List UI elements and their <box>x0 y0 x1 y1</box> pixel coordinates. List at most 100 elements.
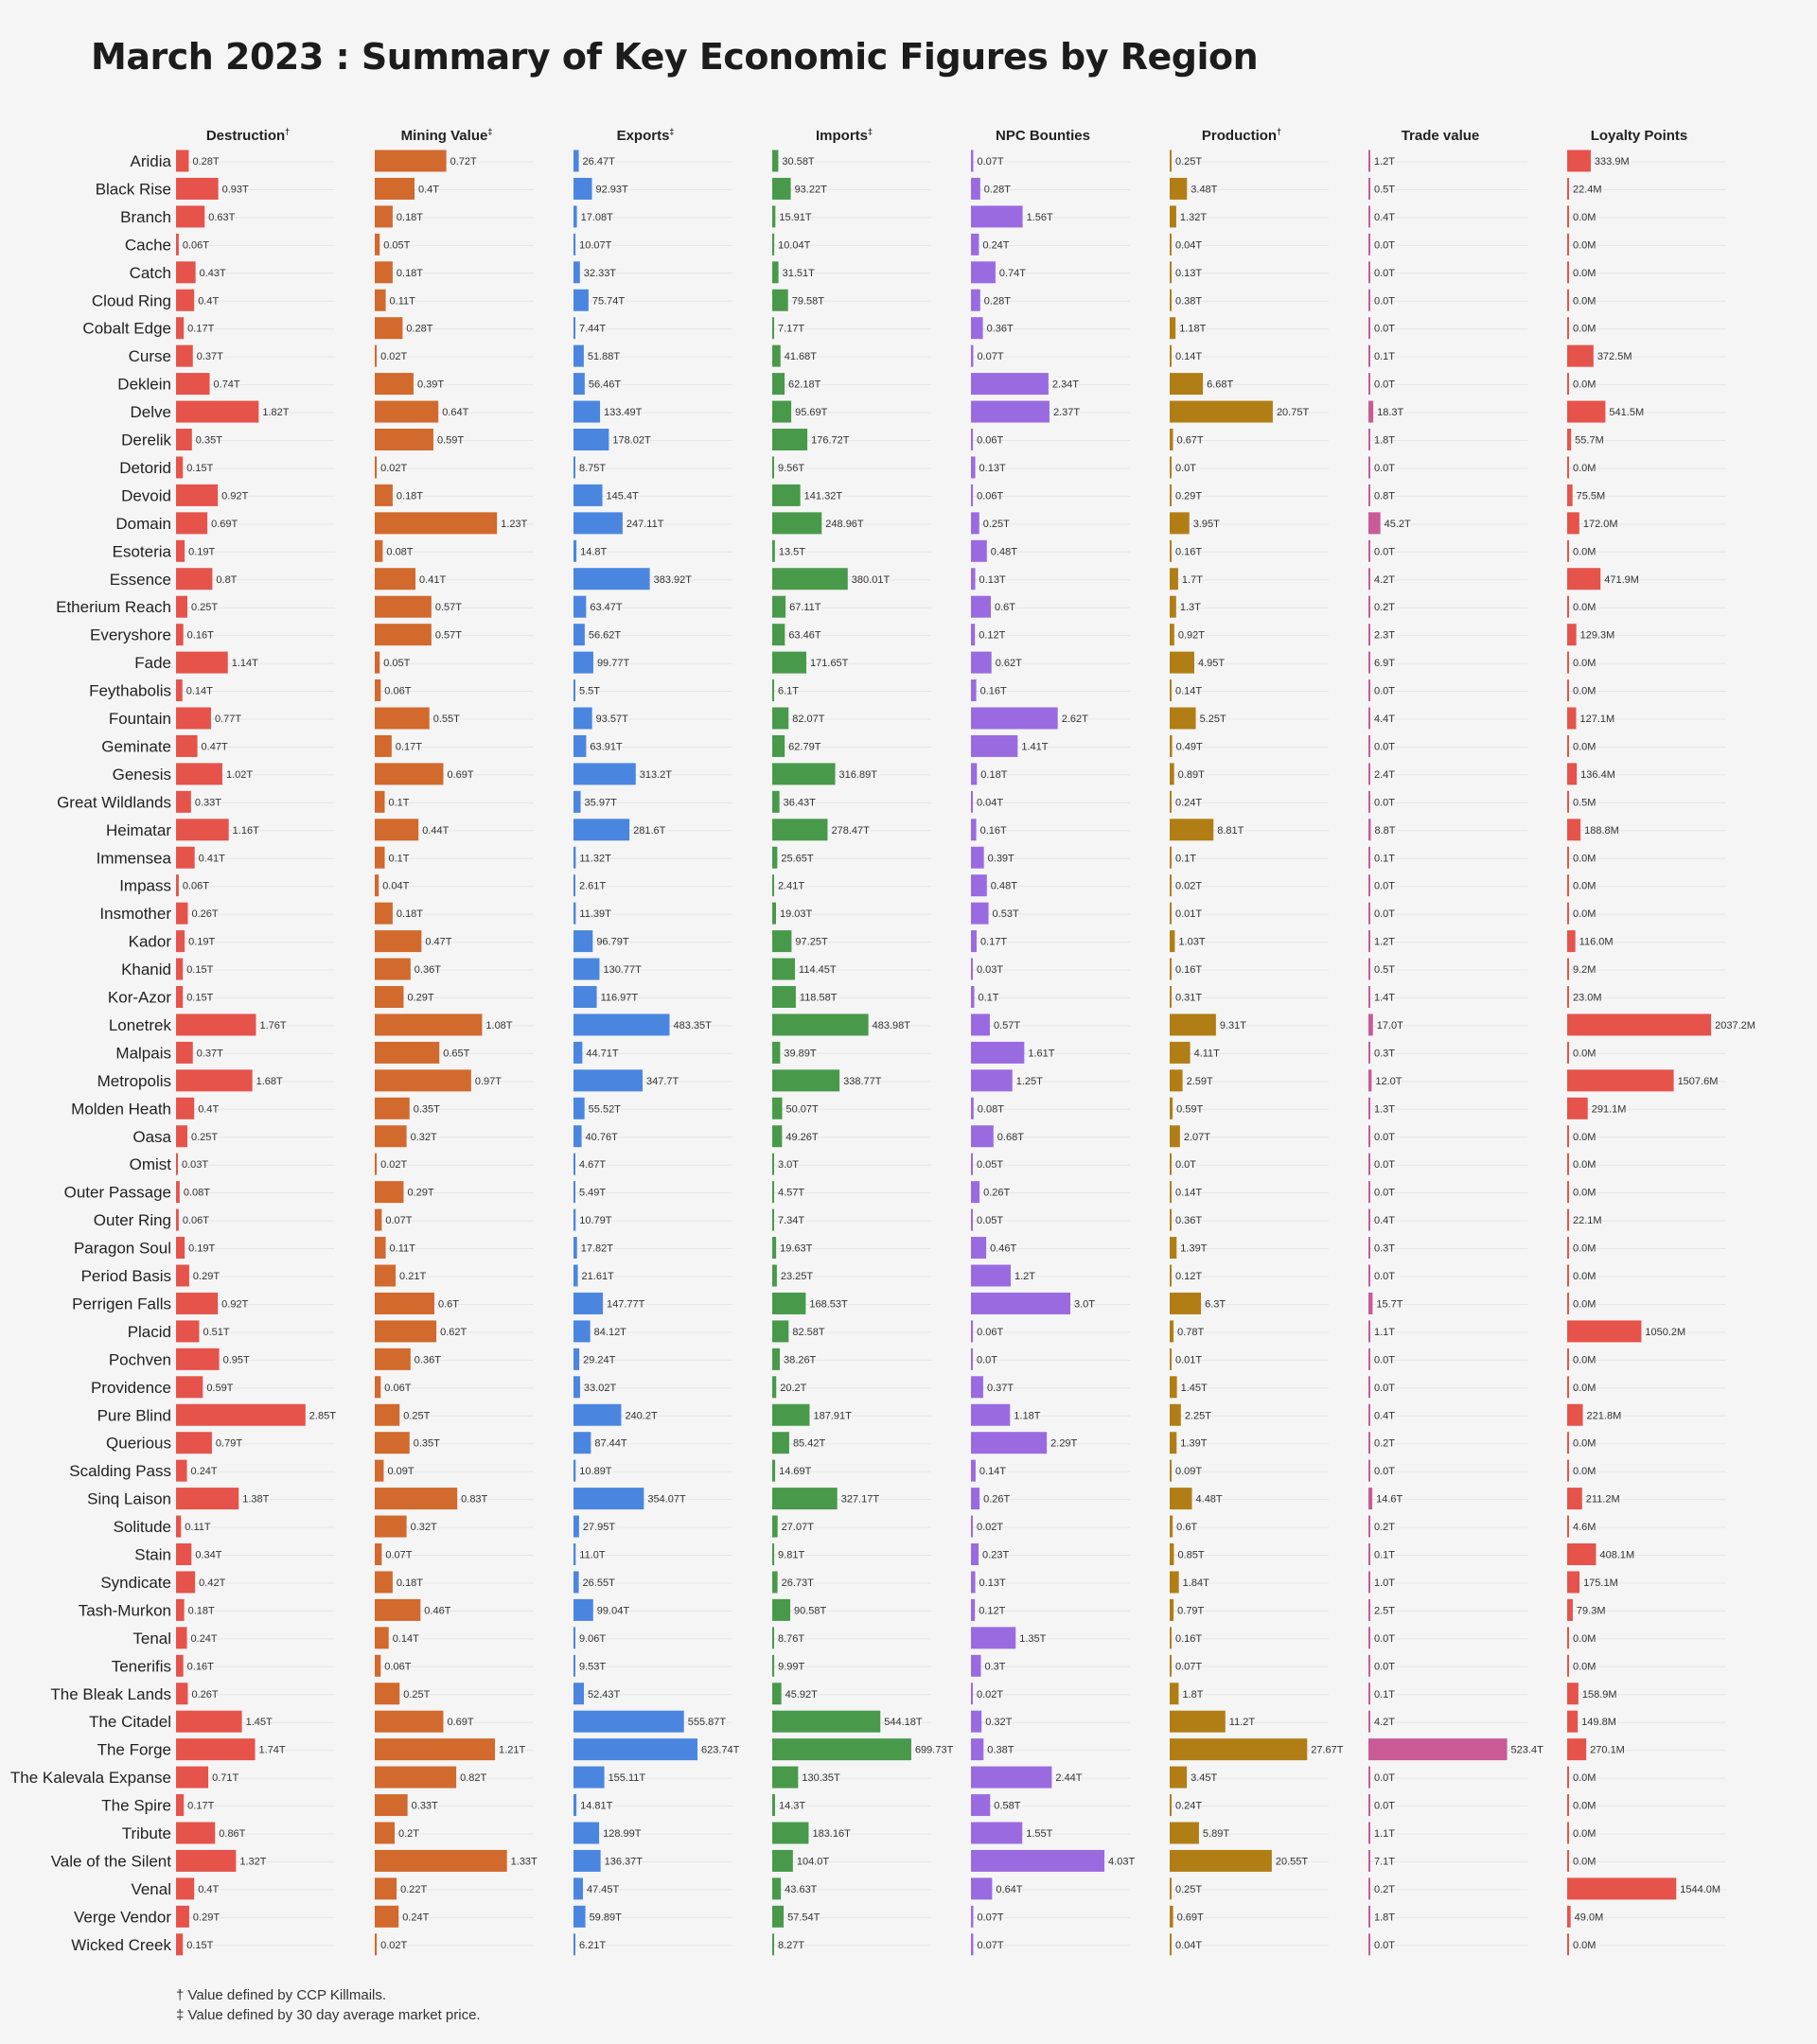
value-label: 20.75T <box>1277 407 1310 418</box>
value-label: 11.2T <box>1229 1717 1256 1728</box>
bar-npc-bounties-cobalt-edge <box>971 317 983 340</box>
bar-mining-value-khanid <box>375 958 411 980</box>
value-label: 281.6T <box>633 825 666 837</box>
bar-mining-value-genesis <box>375 763 444 785</box>
region-label-feythabolis: Feythabolis <box>89 682 171 700</box>
bar-mining-value-tenal <box>375 1627 389 1649</box>
value-label: 0.33T <box>412 1801 438 1812</box>
bar-loyalty-points-everyshore <box>1567 624 1577 646</box>
bar-trade-value-great-wildlands <box>1368 790 1370 813</box>
bar-loyalty-points-providence <box>1567 1376 1569 1399</box>
bar-imports-derelik <box>772 429 808 450</box>
bar-production-providence <box>1170 1376 1177 1399</box>
bar-loyalty-points-curse <box>1567 344 1594 367</box>
bar-mining-value-venal <box>375 1877 397 1900</box>
bar-destruction-detorid <box>176 456 184 479</box>
bar-imports-insmother <box>772 902 776 925</box>
bar-trade-value-aridia <box>1368 150 1370 172</box>
bar-production-etherium-reach <box>1170 595 1176 618</box>
bar-npc-bounties-genesis <box>971 763 978 785</box>
value-label: 0.69T <box>447 1717 473 1728</box>
bar-production-insmother <box>1170 902 1172 925</box>
bar-destruction-outer-passage <box>176 1181 180 1204</box>
bar-mining-value-derelik <box>375 429 433 450</box>
bar-production-genesis <box>1170 763 1174 785</box>
value-label: 0.46T <box>424 1605 450 1616</box>
bar-npc-bounties-outer-passage <box>971 1181 980 1204</box>
bar-production-black-rise <box>1170 177 1188 200</box>
bar-mining-value-the-forge <box>375 1738 496 1761</box>
bar-destruction-placid <box>176 1320 200 1343</box>
value-label: 145.4T <box>607 490 640 502</box>
bar-mining-value-immensea <box>375 846 385 869</box>
value-label: 11.32T <box>579 853 611 864</box>
bar-destruction-geminate <box>176 734 198 757</box>
bar-loyalty-points-the-bleak-lands <box>1567 1683 1579 1705</box>
bar-destruction-delve <box>176 400 259 423</box>
value-label: 15.91T <box>779 212 812 223</box>
value-label: 3.48T <box>1191 184 1217 195</box>
value-label: 270.1M <box>1590 1745 1625 1756</box>
bar-npc-bounties-domain <box>971 512 979 535</box>
bar-destruction-wicked-creek <box>176 1933 184 1956</box>
bar-production-fade <box>1170 651 1194 674</box>
value-label: 0.0M <box>1573 1271 1596 1282</box>
bar-imports-heimatar <box>772 819 828 841</box>
bar-mining-value-essence <box>375 568 416 590</box>
value-label: 0.14T <box>979 1466 1006 1477</box>
bar-imports-curse <box>772 344 781 367</box>
value-label: 0.14T <box>393 1633 419 1645</box>
value-label: 2037.2M <box>1715 1020 1755 1031</box>
value-label: 0.16T <box>980 686 1007 697</box>
value-label: 0.05T <box>383 239 410 251</box>
value-label: 0.0M <box>1573 379 1596 391</box>
value-label: 0.13T <box>1175 268 1202 279</box>
region-label-cloud-ring: Cloud Ring <box>92 291 171 309</box>
value-label: 0.0T <box>1374 1940 1395 1951</box>
bar-exports-stain <box>573 1543 576 1565</box>
bar-exports-the-forge <box>573 1738 697 1761</box>
bar-loyalty-points-oasa <box>1567 1125 1569 1148</box>
value-label: 4.2T <box>1374 574 1395 586</box>
bar-exports-heimatar <box>573 819 630 841</box>
value-label: 0.38T <box>987 1745 1014 1756</box>
value-label: 0.4T <box>1374 1410 1395 1421</box>
bar-exports-tash-murkon <box>573 1598 593 1621</box>
value-label: 0.39T <box>988 853 1014 864</box>
value-label: 0.08T <box>386 546 413 557</box>
bar-production-oasa <box>1170 1125 1180 1148</box>
region-label-kor-azor: Kor-Azor <box>108 989 171 1007</box>
bar-trade-value-pure-blind <box>1368 1403 1370 1426</box>
value-label: 0.82T <box>460 1772 486 1784</box>
region-label-cobalt-edge: Cobalt Edge <box>82 320 171 338</box>
bar-npc-bounties-vale-of-the-silent <box>971 1849 1105 1872</box>
value-label: 0.0T <box>1374 686 1395 697</box>
bar-imports-tenal <box>772 1627 774 1649</box>
value-label: 240.2T <box>625 1410 658 1421</box>
value-label: 6.68T <box>1207 379 1233 391</box>
value-label: 1.2T <box>1374 937 1395 948</box>
bar-loyalty-points-branch <box>1567 205 1569 228</box>
region-label-scalding-pass: Scalding Pass <box>69 1462 171 1480</box>
value-label: 0.0T <box>1374 1772 1395 1784</box>
value-label: 136.37T <box>605 1856 644 1867</box>
bar-exports-the-citadel <box>573 1710 684 1733</box>
value-label: 1.1T <box>1374 1327 1395 1338</box>
region-label-esoteria: Esoteria <box>113 542 172 560</box>
bar-imports-venal <box>772 1877 782 1900</box>
bar-destruction-the-kalevala-expanse <box>176 1766 209 1788</box>
value-label: 0.0M <box>1573 1940 1596 1951</box>
bar-imports-cloud-ring <box>772 289 788 311</box>
region-label-genesis: Genesis <box>113 766 171 784</box>
value-label: 0.0T <box>1374 1271 1395 1282</box>
value-label: 0.29T <box>1175 490 1202 502</box>
bar-loyalty-points-aridia <box>1567 150 1591 172</box>
bar-loyalty-points-fountain <box>1567 707 1577 730</box>
value-label: 1.56T <box>1027 212 1053 223</box>
bar-loyalty-points-vale-of-the-silent <box>1567 1849 1569 1872</box>
bar-destruction-tribute <box>176 1822 216 1844</box>
bar-mining-value-kador <box>375 930 422 953</box>
value-label: 0.15T <box>186 993 213 1004</box>
bar-imports-immensea <box>772 846 778 869</box>
